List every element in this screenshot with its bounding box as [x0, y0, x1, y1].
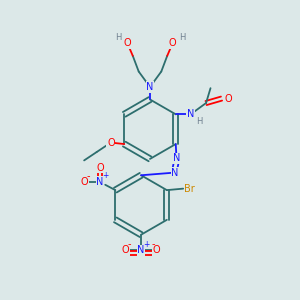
- Text: -: -: [86, 171, 90, 181]
- Text: O: O: [224, 94, 232, 103]
- Text: +: +: [143, 240, 150, 249]
- Text: H: H: [115, 33, 121, 42]
- Text: H: H: [196, 117, 202, 126]
- Text: O: O: [153, 245, 160, 255]
- Text: -: -: [151, 239, 155, 249]
- Text: N: N: [171, 168, 178, 178]
- Text: O: O: [124, 38, 131, 48]
- Text: N: N: [96, 177, 103, 187]
- Text: O: O: [81, 177, 88, 187]
- Text: N: N: [172, 153, 180, 163]
- Text: N: N: [137, 245, 145, 255]
- Text: -: -: [128, 239, 131, 249]
- Text: N: N: [187, 109, 194, 119]
- Text: N: N: [146, 82, 154, 92]
- Text: Br: Br: [184, 184, 195, 194]
- Text: H: H: [179, 33, 185, 42]
- Text: O: O: [96, 163, 104, 172]
- Text: +: +: [102, 171, 108, 180]
- Text: O: O: [122, 245, 129, 255]
- Text: O: O: [107, 138, 115, 148]
- Text: O: O: [169, 38, 176, 48]
